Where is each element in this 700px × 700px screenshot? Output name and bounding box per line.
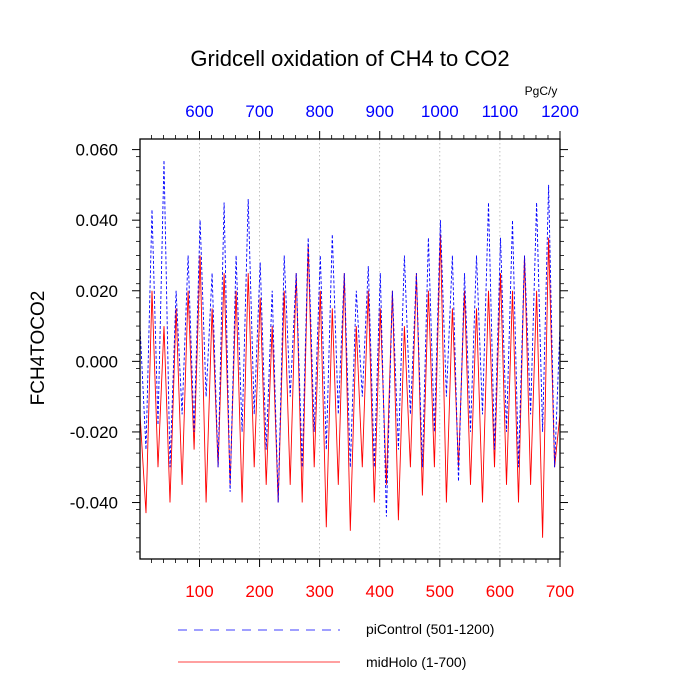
y-tick-label: 0.000 <box>75 352 118 371</box>
tick-label-layer: 100 200 300 400 500 600 700 600 700 800 900 1000 110… <box>70 102 579 601</box>
x-bottom-tick-label: 200 <box>245 582 273 601</box>
series-line-picontrol <box>139 160 561 517</box>
y-tick-label: 0.020 <box>75 282 118 301</box>
x-bottom-tick-label: 600 <box>486 582 514 601</box>
x-top-tick-label: 700 <box>245 102 273 121</box>
legend-label-midholo: midHolo (1-700) <box>366 654 466 670</box>
y-tick-label: -0.020 <box>70 423 118 442</box>
x-top-tick-label: 1000 <box>421 102 459 121</box>
x-bottom-tick-label: 500 <box>426 582 454 601</box>
y-tick-label: -0.040 <box>70 494 118 513</box>
x-bottom-tick-label: 300 <box>305 582 333 601</box>
y-tick-label: 0.040 <box>75 211 118 230</box>
series-layer <box>139 160 561 538</box>
x-bottom-tick-label: 100 <box>185 582 213 601</box>
plot-frame <box>139 138 561 560</box>
x-top-tick-label: 600 <box>185 102 213 121</box>
x-bottom-tick-label: 700 <box>546 582 574 601</box>
y-axis-label: FCH4TOCO2 <box>28 291 49 406</box>
tick-layer <box>132 131 568 567</box>
x-top-tick-label: 1100 <box>482 102 519 121</box>
x-top-tick-label: 800 <box>305 102 333 121</box>
legend-label-picontrol: piControl (501-1200) <box>366 621 494 637</box>
legend: piControl (501-1200) midHolo (1-700) <box>178 621 494 670</box>
units-label: PgC/y <box>525 84 558 98</box>
x-top-tick-label: 900 <box>366 102 394 121</box>
x-bottom-tick-label: 400 <box>366 582 394 601</box>
y-tick-label: 0.060 <box>75 141 118 160</box>
chart-title: Gridcell oxidation of CH4 to CO2 <box>190 46 509 71</box>
x-top-tick-label: 1200 <box>541 102 579 121</box>
series-line-midholo <box>139 234 561 538</box>
